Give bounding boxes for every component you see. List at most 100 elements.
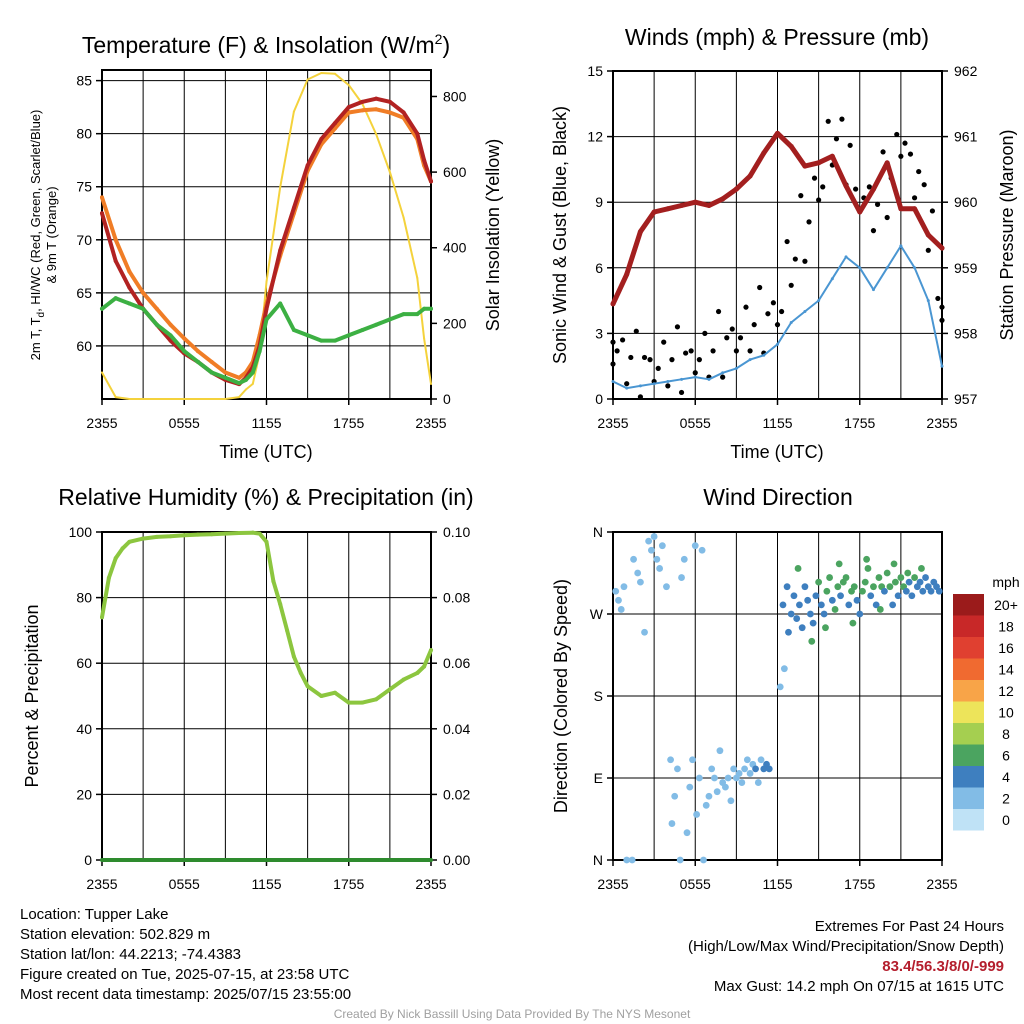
direction-point [671,792,679,800]
direction-point [641,628,648,636]
point-wind_speed [748,358,752,362]
y-axis-label-right: Solar Insolation (Yellow) [483,139,503,331]
point-wind_gust [751,322,757,328]
y-right-tick-label: 0.10 [443,524,470,540]
direction-point [922,574,929,581]
point-temp_2m [360,99,365,104]
point-wind_speed [776,342,779,346]
legend-swatch [953,723,984,745]
station-elevation: Station elevation: 502.829 m [20,926,211,943]
direction-point [680,555,688,563]
point-wind_gust [907,151,914,157]
y-tick-label: 80 [76,126,92,142]
point-dewpoint [360,328,365,333]
direction-point [842,574,850,581]
legend-label: 6 [1002,747,1010,763]
direction-point [628,856,636,864]
point-rh [374,697,379,702]
point-rh [401,677,406,682]
point-wind_gust [874,201,881,207]
direction-point [891,578,899,586]
point-wind_gust [902,140,908,146]
y-tick-label: E [594,770,603,786]
point-temp_9m [113,237,118,242]
y-right-tick-label: 957 [954,391,978,407]
point-dewpoint [243,377,248,382]
point-dewpoint [209,370,214,375]
point-rh [182,533,187,538]
point-wind_gust [757,284,763,291]
direction-point [780,665,788,673]
point-wind_speed [803,310,807,314]
y-right-tick-label: 961 [954,129,978,145]
point-wind_gust [737,335,744,341]
point-temp_9m [237,375,242,380]
point-wind_gust [880,149,886,155]
point-pressure [610,301,616,307]
point-wind_speed [858,266,862,270]
point-pressure [733,186,739,192]
direction-point [637,578,644,586]
point-rh [223,531,228,536]
y-label-rest: , HI/WC (Red, Green, Scarlet/Blue) [28,110,43,312]
point-wind_gust [733,348,739,354]
point-rh [257,531,262,536]
point-insolation [155,398,158,400]
legend-label: 10 [998,704,1014,720]
chart-title: Temperature (F) & Insolation (W/m2) [82,31,450,58]
point-temp_2m [100,211,104,216]
point-temp_2m [415,131,420,136]
point-insolation [183,398,186,400]
point-insolation [347,84,350,87]
point-wind_gust [678,389,685,396]
y-right-tick-label: 960 [954,194,978,210]
point-wind_speed [625,386,629,390]
point-wind_gust [798,193,804,199]
point-temp_2m [333,121,338,126]
y-right-tick-label: 800 [443,88,467,104]
direction-point [916,578,924,586]
direction-point [743,756,751,764]
point-rh [346,700,351,705]
direction-point [667,756,674,764]
point-wind_gust [624,381,630,387]
point-wind_speed [666,380,670,384]
y-axis-label: 2m T, Td, HI/WC (Red, Green, Scarlet/Blu… [28,110,47,361]
x-tick-label: 1755 [333,415,364,431]
point-temp_9m [223,370,228,375]
point-wind_gust [825,118,831,124]
direction-point [828,596,836,604]
direction-point [674,765,681,773]
direction-point [831,606,839,613]
speed-legend: mph 20+ 18 16 14 12 10 8 6 4 2 0 [953,574,1020,831]
point-dewpoint [168,333,173,338]
point-wind_gust [724,335,730,341]
chart-title: Relative Humidity (%) & Precipitation (i… [58,484,473,510]
point-wind_gust [853,186,859,192]
x-tick-label: 2355 [86,876,117,892]
direction-point [700,856,707,864]
point-wind_gust [743,304,749,310]
direction-point [845,601,853,609]
point-insolation [196,398,199,400]
point-wind_gust [647,357,653,363]
chart-title: Wind Direction [703,484,853,510]
point-temp_2m [346,105,351,110]
point-temp_2m [422,158,427,163]
x-tick-label: 0555 [169,876,200,892]
figure-created: Figure created on Tue, 2025-07-15, at 23… [20,966,350,983]
extremes-title: Extremes For Past 24 Hours [814,918,1004,935]
legend-label: 2 [1002,790,1010,806]
point-wind_gust [898,153,904,159]
point-dewpoint [319,338,324,343]
point-wind_gust [774,322,781,328]
y-axis-label: Percent & Precipitation [22,604,42,787]
point-wind_gust [921,182,927,188]
legend-label: 14 [998,661,1014,677]
point-dewpoint [223,375,228,380]
direction-point [808,637,816,645]
point-wind_gust [935,295,941,302]
point-wind_gust [637,394,644,400]
direction-point [765,765,773,773]
direction-point [693,811,701,818]
